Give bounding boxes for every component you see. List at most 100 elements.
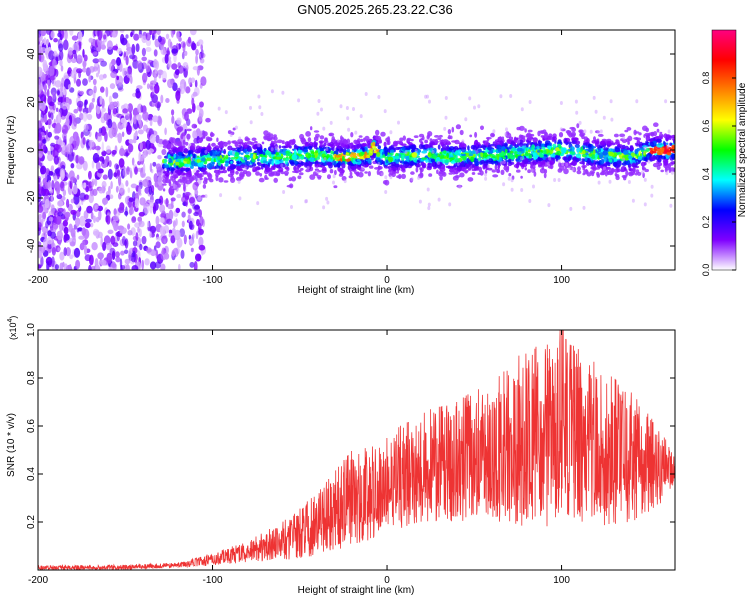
heatmap-cell — [375, 135, 382, 141]
heatmap-cell — [444, 115, 448, 120]
x-tick-label: 0 — [384, 575, 390, 586]
heatmap-cell — [160, 263, 166, 270]
heatmap-cell — [664, 165, 670, 171]
heatmap-cell — [59, 50, 64, 61]
heatmap-cell — [539, 168, 546, 174]
heatmap-cell — [139, 141, 143, 151]
heatmap-cell — [257, 94, 261, 99]
heatmap-cell — [385, 159, 389, 164]
heatmap-cell — [65, 247, 71, 257]
heatmap-cell — [272, 140, 278, 144]
heatmap-cell — [405, 147, 411, 150]
heatmap-cell — [171, 109, 175, 116]
heatmap-cell — [157, 116, 163, 127]
heatmap-cell — [129, 111, 133, 121]
heatmap-cell — [230, 169, 235, 176]
heatmap-cell — [38, 204, 44, 213]
heatmap-cell — [261, 141, 265, 145]
heatmap-cell — [650, 131, 655, 137]
heatmap-cell — [670, 170, 674, 175]
heatmap-cell — [339, 158, 343, 162]
heatmap-cell — [73, 108, 79, 114]
heatmap-cell — [88, 37, 94, 43]
heatmap-cell — [198, 167, 201, 170]
heatmap-cell — [417, 149, 421, 154]
heatmap-cell — [170, 197, 176, 202]
heatmap-cell — [170, 175, 174, 181]
heatmap-cell — [471, 172, 476, 175]
heatmap-cell — [149, 134, 156, 144]
heatmap-cell — [125, 206, 128, 217]
heatmap-cell — [366, 154, 370, 159]
heatmap-cell — [155, 163, 162, 171]
heatmap-cell — [280, 171, 285, 175]
heatmap-cell — [434, 135, 440, 138]
heatmap-cell — [244, 142, 248, 148]
heatmap-cell — [353, 139, 358, 144]
heatmap-cell — [98, 127, 103, 134]
heatmap-cell — [170, 235, 176, 244]
heatmap-cell — [193, 205, 200, 210]
heatmap-cell — [458, 184, 462, 189]
heatmap-cell — [48, 171, 54, 176]
heatmap-cell — [100, 60, 107, 67]
heatmap-cell — [507, 153, 510, 159]
heatmap-cell — [631, 162, 637, 168]
heatmap-cell — [238, 136, 242, 141]
heatmap-cell — [397, 120, 400, 125]
figure-title: GN05.2025.265.23.22.C36 — [297, 2, 452, 17]
heatmap-cell — [315, 160, 319, 163]
heatmap-cell — [520, 107, 524, 112]
heatmap-cell — [165, 172, 169, 177]
heatmap-cell — [439, 175, 443, 181]
heatmap-cell — [297, 175, 302, 180]
heatmap-cell — [594, 109, 598, 114]
heatmap-cell — [330, 150, 334, 154]
heatmap-cell — [415, 166, 419, 173]
heatmap-cell — [351, 166, 354, 170]
heatmap-cell — [57, 207, 64, 213]
heatmap-cell — [171, 249, 176, 257]
heatmap-cell — [106, 215, 111, 225]
heatmap-cell — [356, 143, 360, 150]
heatmap-cell — [234, 125, 238, 130]
heatmap-cell — [276, 164, 282, 169]
heatmap-cell — [367, 158, 372, 164]
x-tick-label: -100 — [203, 275, 223, 286]
heatmap-cell — [620, 169, 625, 173]
heatmap-cell — [219, 170, 224, 174]
heatmap-cell — [112, 214, 120, 222]
heatmap-cell — [230, 157, 236, 160]
heatmap-cell — [152, 204, 157, 215]
heatmap-cell — [117, 47, 122, 55]
heatmap-cell — [310, 151, 315, 155]
heatmap-cell — [88, 74, 92, 83]
heatmap-cell — [141, 56, 147, 62]
heatmap-cell — [252, 166, 258, 172]
heatmap-cell — [616, 168, 621, 173]
heatmap-cell — [72, 184, 78, 195]
snr-y-axis: 0.2 0.4 0.6 0.8 1.0 — [26, 323, 675, 529]
heatmap-cell — [370, 156, 374, 161]
heatmap-cell — [564, 138, 567, 144]
heatmap-cell — [62, 132, 67, 140]
heatmap-cell — [555, 147, 560, 152]
heatmap-cell — [148, 186, 152, 195]
heatmap-cell — [336, 162, 341, 168]
heatmap-cell — [168, 186, 175, 196]
x-tick-label: 100 — [553, 275, 570, 286]
heatmap-cell — [135, 114, 142, 121]
heatmap-cell — [59, 168, 65, 178]
heatmap-cell — [350, 142, 354, 146]
heatmap-cell — [405, 156, 410, 163]
heatmap-cell — [38, 213, 42, 220]
heatmap-cell — [548, 142, 552, 146]
heatmap-cell — [215, 175, 219, 182]
heatmap-cell — [427, 162, 433, 169]
heatmap-cell — [206, 163, 213, 170]
heatmap-cell — [386, 139, 390, 146]
heatmap-cell — [191, 160, 196, 167]
heatmap-cell — [76, 227, 80, 233]
heatmap-cell — [228, 156, 231, 161]
